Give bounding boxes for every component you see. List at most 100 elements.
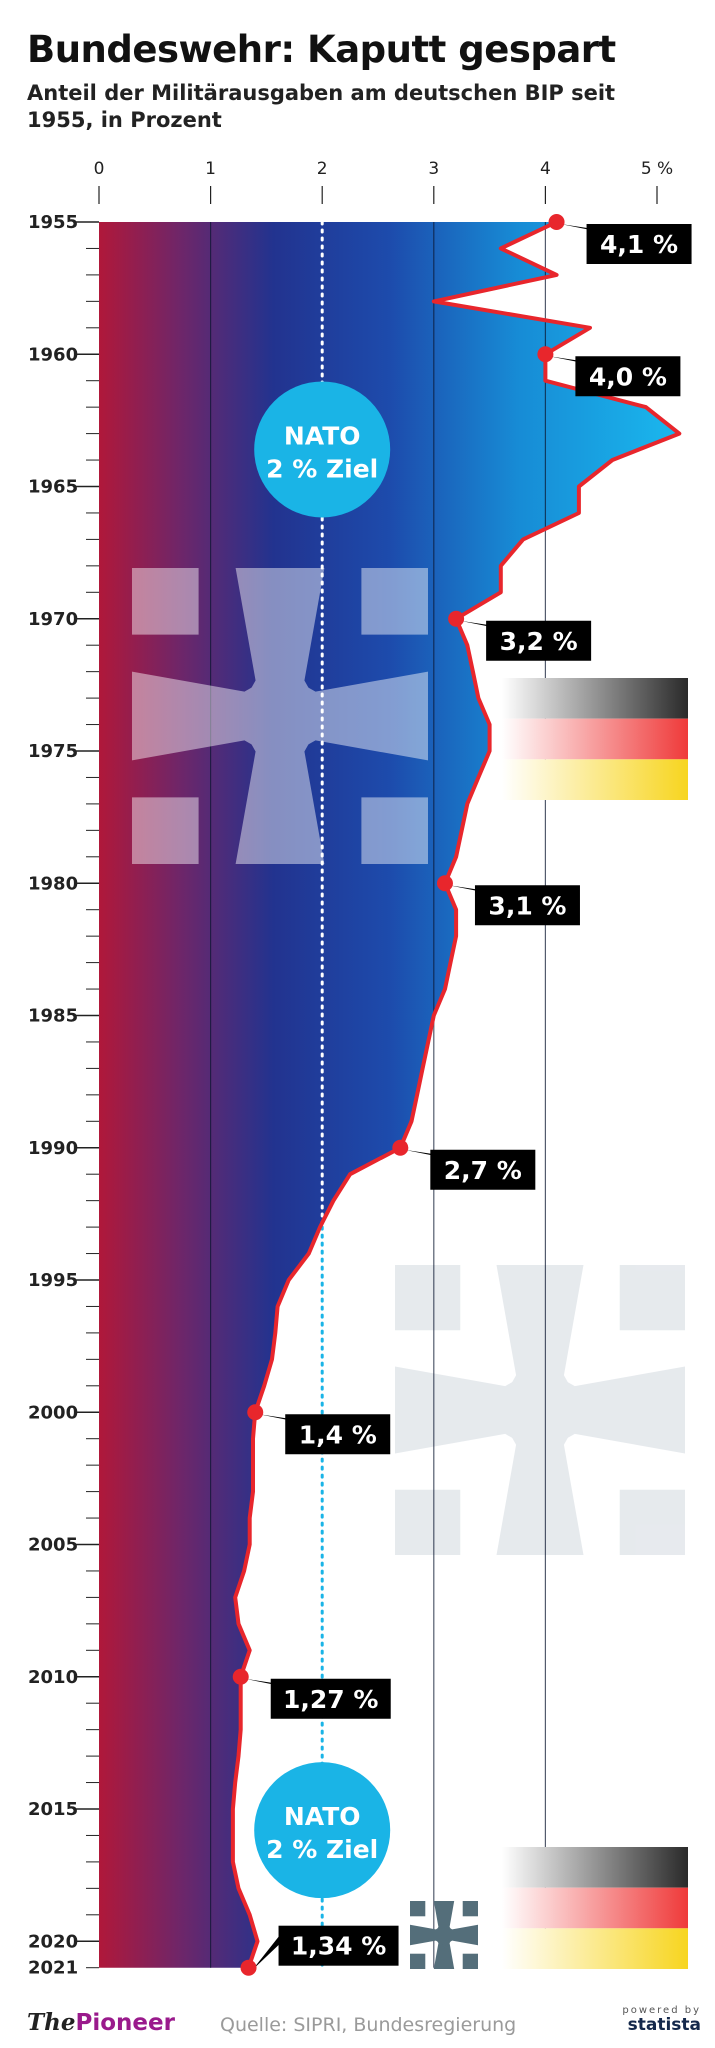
callout-text: 1,34 % — [291, 1932, 386, 1961]
callout-box — [270, 1678, 391, 1719]
chart: NATO 2 % Ziel NATO 2 % Ziel 4,1 % 4,0 % 3,2 % 3… — [28, 159, 692, 1979]
y-tick-label: 1980 — [28, 873, 78, 894]
value-callout: 4,1 % — [548, 214, 692, 264]
callout-text: 3,1 % — [488, 891, 566, 920]
highlight-point — [232, 1668, 249, 1685]
powered-by-text: powered by — [622, 2005, 701, 2016]
highlight-point — [392, 1139, 409, 1156]
flag-red-band — [502, 1887, 688, 1929]
y-tick-label: 1965 — [28, 477, 78, 498]
cross-corner — [462, 1953, 478, 1969]
cross-vertical-arm — [496, 1265, 584, 1555]
y-tick-label: 1975 — [28, 741, 78, 762]
page-title: Bundeswehr: Kaputt gespart — [27, 28, 616, 71]
x-tick-label: 1 — [205, 159, 216, 179]
german-flag-lower — [502, 1847, 688, 1969]
brand-prefix: The — [27, 2009, 76, 2036]
flag-black-band — [502, 678, 688, 719]
x-tick-label: 2 — [317, 159, 328, 179]
highlight-point — [448, 610, 465, 627]
x-tick-label: 3 — [428, 159, 439, 179]
source-text: Quelle: SIPRI, Bundesregierung — [220, 2014, 517, 2036]
x-tick-label: 4 — [540, 159, 551, 179]
callout-box — [474, 885, 580, 926]
cross-horizontal-arm — [132, 671, 428, 761]
nato-label: NATO — [284, 421, 361, 450]
value-callout: 1,4 % — [247, 1404, 391, 1455]
callout-box — [430, 1149, 536, 1190]
page-subtitle: Anteil der Militärausgaben am deutschen … — [27, 81, 616, 132]
callout-box — [575, 356, 681, 397]
callout-box — [278, 1925, 399, 1966]
cross-corner — [132, 568, 199, 635]
y-tick-label: 2010 — [28, 1667, 78, 1688]
flag-gold-band — [502, 1928, 688, 1969]
cross-horizontal-arm — [395, 1366, 685, 1454]
nato-goal-badge: NATO 2 % Ziel — [254, 1762, 391, 1899]
flag-black-band — [502, 1847, 688, 1888]
cross-corner — [619, 1489, 685, 1555]
y-tick-label: 1955 — [28, 212, 78, 233]
cross-corner — [410, 1901, 426, 1917]
y-tick-label: 1990 — [28, 1138, 78, 1159]
nato-circle — [254, 1762, 391, 1899]
value-callout: 1,27 % — [232, 1668, 391, 1719]
y-tick-label: 2021 — [28, 1958, 78, 1979]
nato-circle — [254, 381, 391, 518]
callout-text: 3,2 % — [500, 627, 578, 656]
cross-horizontal-arm — [410, 1924, 478, 1946]
value-callout: 3,2 % — [448, 610, 592, 661]
cross-corner — [619, 1265, 685, 1331]
value-callout: 2,7 % — [392, 1139, 536, 1190]
cross-corner — [462, 1901, 478, 1917]
brand-main: Pioneer — [75, 2010, 175, 2036]
cross-corner — [395, 1265, 461, 1331]
callout-text: 1,27 % — [283, 1685, 378, 1714]
y-tick-label: 2020 — [28, 1931, 78, 1952]
cross-corner — [361, 568, 428, 635]
flag-gold-band — [502, 759, 688, 800]
callout-box — [586, 224, 692, 264]
value-callout: 3,1 % — [436, 875, 580, 926]
y-tick-label: 1985 — [28, 1006, 78, 1027]
y-tick-label: 1970 — [28, 609, 78, 630]
highlight-point — [436, 875, 453, 892]
x-tick-label: 5 % — [641, 159, 673, 179]
callout-box — [285, 1414, 391, 1455]
cross-corner — [395, 1489, 461, 1555]
area-fill — [99, 222, 680, 1968]
y-tick-label: 2005 — [28, 1535, 78, 1556]
callout-text: 4,1 % — [600, 230, 678, 259]
y-tick-label: 1995 — [28, 1270, 78, 1291]
callout-text: 4,0 % — [589, 362, 667, 391]
german-flag-upper — [502, 678, 688, 800]
cross-corner — [361, 797, 428, 864]
nato-label: 2 % Ziel — [266, 1835, 378, 1864]
nato-goal-badge: NATO 2 % Ziel — [254, 381, 391, 518]
highlight-point — [548, 214, 565, 230]
callout-text: 1,4 % — [299, 1420, 377, 1449]
value-callout: 4,0 % — [537, 346, 681, 397]
highlight-point — [240, 1959, 257, 1976]
highlight-point — [537, 346, 554, 363]
cross-vertical-arm — [235, 568, 325, 864]
y-tick-label: 2015 — [28, 1799, 78, 1820]
iron-cross-watermark-lower — [395, 1265, 685, 1555]
flag-red-band — [502, 718, 688, 760]
statista-text: statista — [627, 2015, 701, 2035]
callout-text: 2,7 % — [444, 1156, 522, 1185]
y-tick-label: 1960 — [28, 344, 78, 365]
nato-label: 2 % Ziel — [266, 454, 378, 483]
brand-logo: ThePioneer — [27, 2009, 175, 2036]
highlight-point — [247, 1404, 264, 1421]
cross-corner — [132, 797, 199, 864]
statista-logo: powered by statista — [622, 2004, 701, 2035]
y-tick-label: 2000 — [28, 1402, 78, 1423]
cross-corner — [410, 1953, 426, 1969]
iron-cross-watermark-upper — [132, 568, 428, 864]
nato-label: NATO — [284, 1802, 361, 1831]
x-tick-label: 0 — [94, 159, 105, 179]
value-callout: 1,34 % — [240, 1925, 399, 1976]
callout-box — [486, 620, 592, 661]
iron-cross-small — [410, 1901, 478, 1969]
